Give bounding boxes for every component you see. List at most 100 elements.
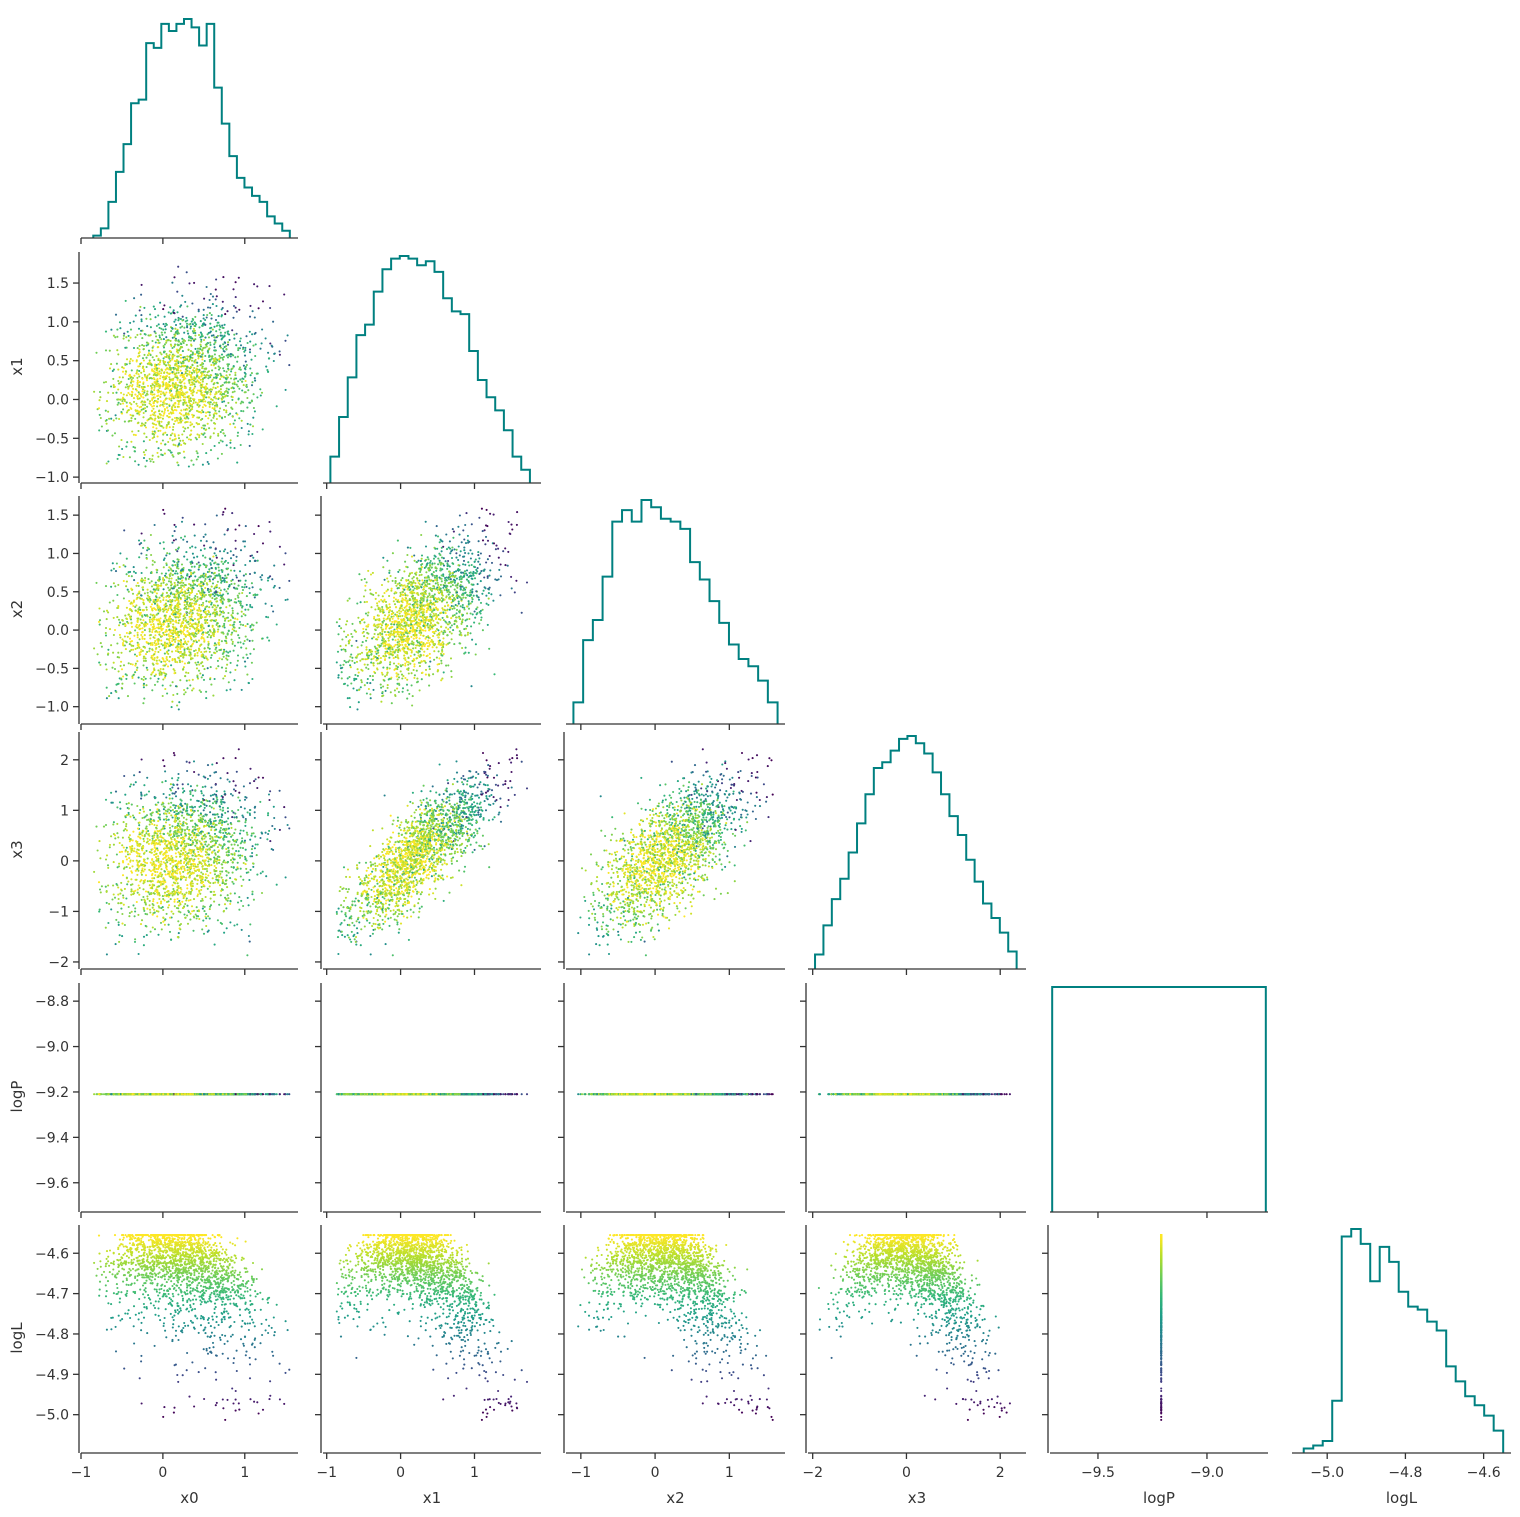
- scatter-point: [146, 558, 148, 560]
- scatter-point: [427, 562, 429, 564]
- scatter-point: [202, 424, 204, 426]
- scatter-point: [163, 372, 165, 374]
- scatter-point: [210, 657, 212, 659]
- scatter-point: [108, 418, 110, 420]
- scatter-point: [354, 662, 356, 664]
- scatter-point: [219, 657, 221, 659]
- scatter-point: [157, 430, 159, 432]
- scatter-point: [208, 370, 210, 372]
- scatter-point: [161, 672, 163, 674]
- scatter-point: [202, 631, 204, 633]
- scatter-point: [427, 595, 429, 597]
- scatter-point: [172, 620, 174, 622]
- scatter-point: [136, 405, 138, 407]
- scatter-point: [222, 432, 224, 434]
- scatter-point: [435, 556, 437, 558]
- scatter-point: [152, 356, 154, 358]
- scatter-point: [118, 624, 120, 626]
- scatter-point: [236, 462, 238, 464]
- scatter-point: [182, 316, 184, 318]
- scatter-point: [168, 569, 170, 571]
- scatter-point: [178, 708, 180, 710]
- scatter-point: [193, 328, 195, 330]
- scatter-point: [165, 608, 167, 610]
- scatter-point: [219, 577, 221, 579]
- scatter-point: [208, 348, 210, 350]
- scatter-point: [203, 314, 205, 316]
- scatter-point: [229, 374, 231, 376]
- scatter-point: [205, 452, 207, 454]
- scatter-point: [139, 397, 141, 399]
- y-tick-label: 1.5: [47, 508, 69, 524]
- scatter-point: [165, 603, 167, 605]
- scatter-point: [227, 593, 229, 595]
- scatter-point: [231, 607, 233, 609]
- scatter-point: [154, 411, 156, 413]
- scatter-point: [171, 564, 173, 566]
- scatter-point: [182, 645, 184, 647]
- scatter-point: [165, 353, 167, 355]
- scatter-point: [138, 411, 140, 413]
- scatter-point: [156, 614, 158, 616]
- scatter-point: [222, 343, 224, 345]
- scatter-point: [175, 685, 177, 687]
- scatter-point: [154, 675, 156, 677]
- scatter-point: [414, 587, 416, 589]
- scatter-point: [164, 378, 166, 380]
- scatter-point: [180, 304, 182, 306]
- scatter-point: [159, 360, 161, 362]
- scatter-point: [401, 615, 403, 617]
- scatter-point: [249, 560, 251, 562]
- scatter-point: [143, 423, 145, 425]
- scatter-point: [389, 617, 391, 619]
- scatter-point: [183, 638, 185, 640]
- scatter-point: [158, 410, 160, 412]
- scatter-point: [150, 404, 152, 406]
- scatter-point: [156, 619, 158, 621]
- scatter-point: [434, 588, 436, 590]
- scatter-point: [245, 636, 247, 638]
- scatter-point: [114, 629, 116, 631]
- scatter-point: [173, 585, 175, 587]
- scatter-point: [162, 509, 164, 511]
- scatter-point: [224, 548, 226, 550]
- scatter-point: [160, 442, 162, 444]
- scatter-point: [178, 613, 180, 615]
- scatter-point: [200, 691, 202, 693]
- scatter-point: [196, 422, 198, 424]
- scatter-point: [205, 391, 207, 393]
- scatter-point: [133, 434, 135, 436]
- scatter-point: [213, 326, 215, 328]
- scatter-point: [123, 393, 125, 395]
- scatter-point: [221, 399, 223, 401]
- scatter-point: [122, 644, 124, 646]
- scatter-point: [168, 617, 170, 619]
- scatter-point: [155, 332, 157, 334]
- scatter-point: [232, 610, 234, 612]
- scatter-point: [130, 632, 132, 634]
- scatter-point: [132, 446, 134, 448]
- scatter-point: [145, 318, 147, 320]
- y-tick-label: −1.0: [35, 700, 69, 716]
- scatter-point: [418, 645, 420, 647]
- scatter-point: [202, 325, 204, 327]
- scatter-point: [236, 576, 238, 578]
- scatter-point: [421, 574, 423, 576]
- scatter-point: [191, 612, 193, 614]
- scatter-point: [234, 618, 236, 620]
- scatter-point: [376, 602, 378, 604]
- scatter-point: [117, 369, 119, 371]
- scatter-point: [140, 634, 142, 636]
- scatter-point: [422, 617, 424, 619]
- scatter-point: [159, 396, 161, 398]
- scatter-point: [202, 352, 204, 354]
- scatter-point: [130, 622, 132, 624]
- scatter-point: [237, 356, 239, 358]
- scatter-point: [245, 335, 247, 337]
- scatter-point: [437, 535, 439, 537]
- scatter-point: [133, 401, 135, 403]
- scatter-point: [144, 374, 146, 376]
- scatter-point: [135, 572, 137, 574]
- scatter-point: [168, 589, 170, 591]
- scatter-point: [196, 450, 198, 452]
